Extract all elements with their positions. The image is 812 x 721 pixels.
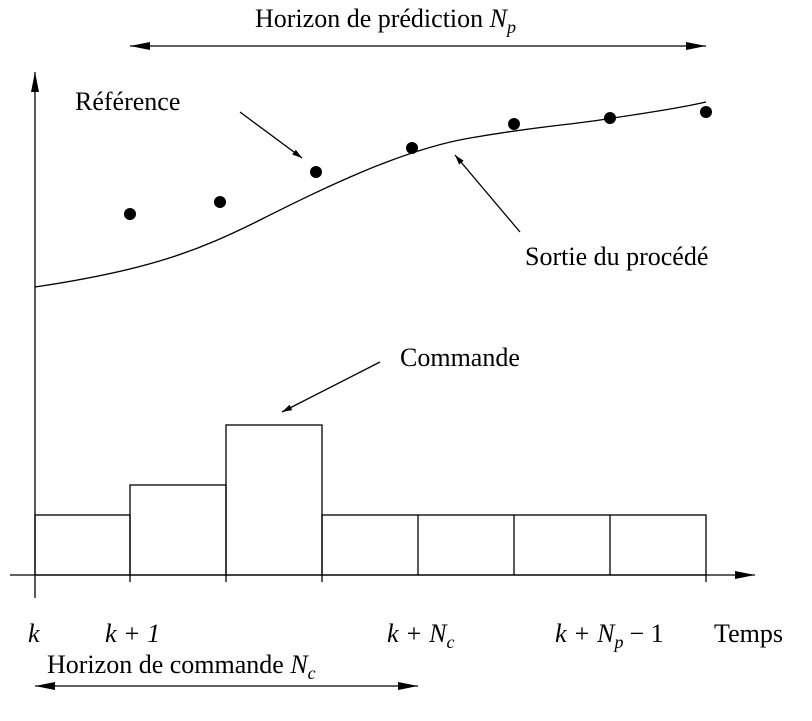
text: k + N [555, 619, 616, 648]
time-tick-label: k + Nc [387, 619, 454, 652]
pointer [239, 111, 303, 159]
subscript: p [612, 632, 623, 652]
subscript: p [505, 17, 516, 37]
subscript: c [446, 632, 454, 652]
bar [129, 484, 227, 576]
subscript: c [308, 663, 316, 683]
dot [700, 106, 712, 118]
time-tick-label: k + Np − 1 [555, 619, 664, 652]
time-label: Temps [714, 619, 783, 648]
text: − 1 [629, 619, 663, 648]
command-horizon-label: Horizon de commande Nc [47, 650, 316, 683]
text: Horizon de prédiction [255, 4, 483, 33]
time-tick-label: k [28, 619, 40, 648]
symbol: N [289, 650, 309, 679]
text: Horizon de commande [47, 650, 284, 679]
text: k + N [387, 619, 448, 648]
pointer [454, 154, 521, 233]
pointer [281, 361, 381, 413]
reference-label: Référence [75, 87, 180, 116]
bar [34, 514, 131, 576]
dot [214, 196, 226, 208]
prediction-horizon-label: Horizon de prédiction Np [255, 4, 516, 37]
symbol: N [489, 4, 509, 33]
dot [406, 142, 418, 154]
dot [124, 208, 136, 220]
dot [310, 166, 322, 178]
bar [225, 424, 323, 576]
output-curve [34, 101, 707, 288]
command-bars [34, 424, 707, 582]
dot [508, 118, 520, 130]
output-label: Sortie du procédé [525, 242, 708, 271]
dot [604, 112, 616, 124]
reference-points [124, 106, 712, 220]
command-label: Commande [400, 343, 520, 372]
time-tick-label: k + 1 [105, 619, 160, 648]
